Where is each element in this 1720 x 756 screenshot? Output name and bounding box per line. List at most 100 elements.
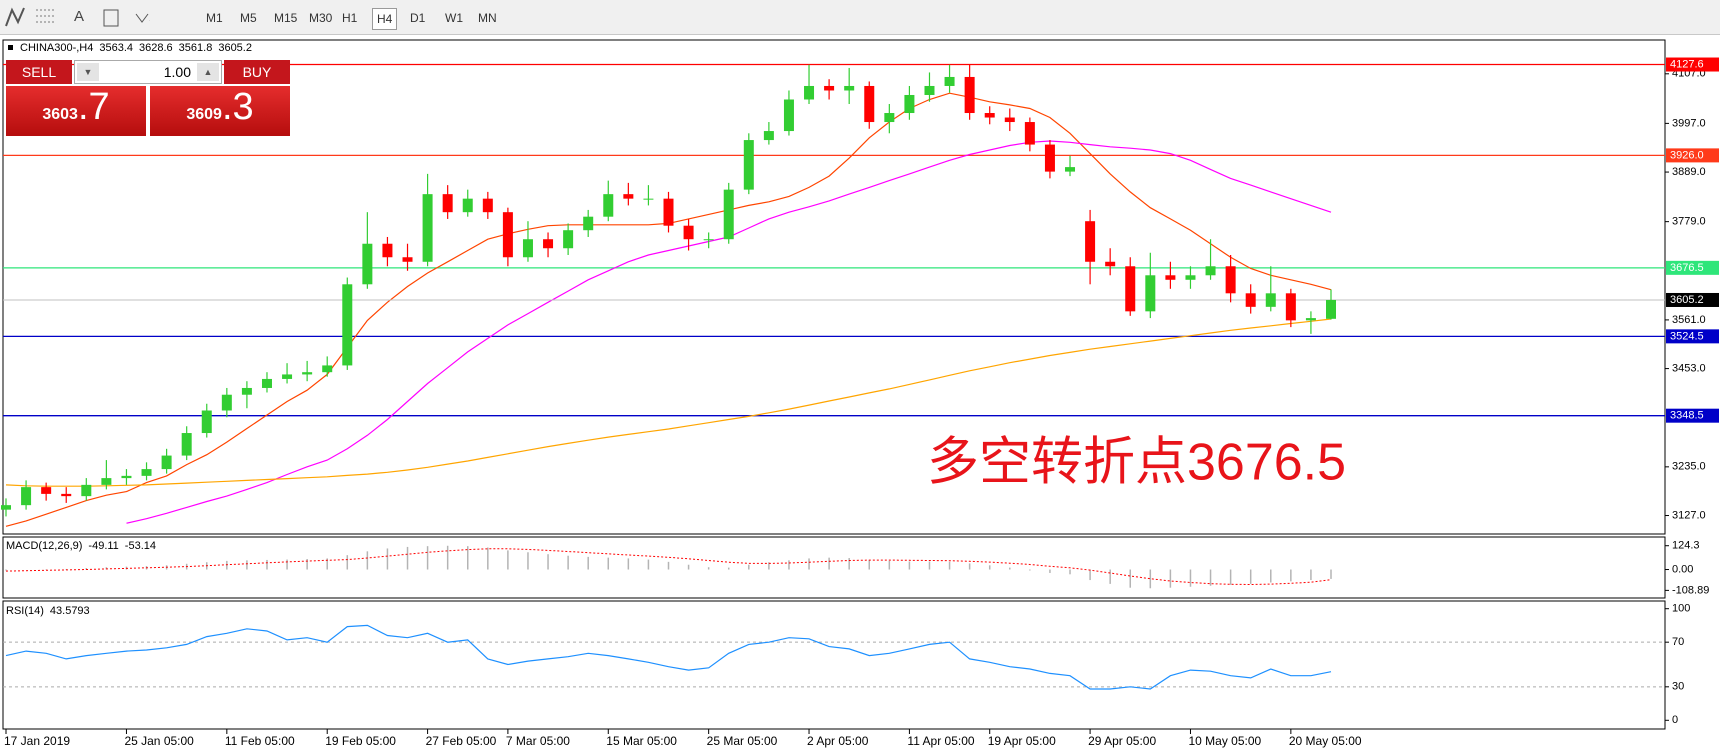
candle-body	[21, 487, 32, 506]
panel-header: CHINA300-,H4 3563.4 3628.6 3561.8 3605.2	[20, 42, 252, 54]
candle-body	[1245, 293, 1256, 307]
x-tick-label: 7 Mar 05:00	[506, 734, 570, 748]
candle-body	[844, 85, 855, 91]
y-tick-label: 3889.0	[1672, 166, 1706, 178]
candle-body	[783, 99, 794, 132]
candle-body	[1065, 167, 1076, 172]
level-label-bg	[1666, 408, 1719, 423]
candle-body	[302, 372, 313, 375]
candle-body	[703, 239, 714, 241]
level-label: 3676.5	[1670, 262, 1704, 274]
level-label-bg	[1666, 57, 1719, 72]
candle-body	[41, 487, 52, 494]
level-label-bg	[1666, 260, 1719, 275]
y-tick-label: 70	[1672, 636, 1684, 648]
candle-body	[1044, 144, 1055, 172]
candle-body	[502, 212, 513, 258]
rsi-line	[5, 624, 1332, 690]
sell-button[interactable]: SELL	[6, 60, 72, 84]
candle-body	[482, 198, 493, 213]
y-tick-label: 3779.0	[1672, 216, 1706, 228]
candle-body	[1024, 122, 1035, 145]
timeframe-button[interactable]: M5	[240, 11, 257, 25]
bid-label: 3605.2	[1670, 294, 1704, 306]
timeframe-button[interactable]: MN	[478, 11, 497, 25]
lots-value[interactable]: 1.00	[163, 64, 191, 80]
x-tick-label: 20 May 05:00	[1289, 734, 1362, 748]
candle-body	[1285, 293, 1296, 321]
candle-body	[221, 394, 232, 411]
y-tick-label: -108.89	[1672, 584, 1709, 596]
x-tick-label: 15 Mar 05:00	[606, 734, 677, 748]
candle-body	[1326, 299, 1336, 319]
header-item: MACD(12,26,9)	[6, 540, 82, 552]
bid-price[interactable]: 3603.7	[6, 86, 146, 136]
candle-body	[201, 410, 212, 434]
candle-body	[1125, 266, 1136, 312]
header-item: CHINA300-,H4	[20, 42, 93, 54]
candle-body	[583, 216, 594, 231]
y-tick-label: 124.3	[1672, 540, 1700, 552]
lots-down[interactable]: ▼	[77, 63, 99, 81]
buy-button[interactable]: BUY	[224, 60, 290, 84]
y-tick-label: 3127.0	[1672, 509, 1706, 521]
lots-field[interactable]: ▼ 1.00 ▲	[74, 60, 222, 84]
candle-body	[1165, 275, 1176, 280]
ask-price[interactable]: 3609.3	[150, 86, 290, 136]
bid-main: 3603	[42, 106, 78, 123]
level-label: 3524.5	[1670, 330, 1704, 342]
candle-body	[1225, 266, 1236, 294]
candle-body	[623, 194, 634, 199]
timeframe-button[interactable]: M15	[274, 11, 298, 25]
candle-body	[362, 243, 373, 285]
timeframe-button[interactable]: D1	[410, 11, 426, 25]
text-tool[interactable]: A	[74, 8, 85, 25]
candle-body	[1105, 261, 1116, 267]
y-tick-label: 3997.0	[1672, 117, 1706, 129]
x-tick-label: 10 May 05:00	[1188, 734, 1261, 748]
level-label: 3348.5	[1670, 410, 1704, 422]
level-label-bg	[1666, 148, 1719, 163]
timeframe-button[interactable]: H4	[372, 8, 398, 30]
y-tick-label: 3561.0	[1672, 314, 1706, 326]
candle-body	[282, 374, 293, 379]
level-label-bg	[1666, 329, 1719, 344]
header-item: RSI(14)	[6, 605, 44, 617]
candle-body	[743, 140, 754, 190]
y-tick-label: 100	[1672, 603, 1690, 615]
lots-up[interactable]: ▲	[197, 63, 219, 81]
timeframe-button[interactable]: M30	[309, 11, 333, 25]
candle-body	[984, 113, 995, 118]
x-tick-label: 29 Apr 05:00	[1088, 734, 1156, 748]
candle-body	[944, 76, 955, 86]
y-tick-label: 3235.0	[1672, 461, 1706, 473]
y-tick-label: 3453.0	[1672, 362, 1706, 374]
candle-body	[603, 194, 614, 217]
header-item: -53.14	[125, 540, 156, 552]
candle-body	[382, 243, 393, 258]
x-tick-label: 25 Jan 05:00	[124, 734, 194, 748]
header-item: -49.11	[88, 540, 118, 552]
candle-body	[181, 433, 192, 456]
candle-body	[904, 94, 915, 114]
candle-body	[161, 455, 172, 470]
timeframe-button[interactable]: M1	[206, 11, 223, 25]
candle-body	[1305, 318, 1316, 321]
candle-body	[804, 85, 815, 100]
candle-body	[884, 113, 895, 123]
x-tick-label: 27 Feb 05:00	[426, 734, 497, 748]
candle-body	[81, 484, 92, 497]
candle-body	[643, 198, 654, 200]
level-label: 4127.6	[1670, 58, 1704, 70]
candle-body	[1185, 275, 1196, 280]
y-tick-label: 0.00	[1672, 563, 1693, 575]
candle-body	[342, 284, 353, 366]
header-item: 3563.4	[99, 42, 133, 54]
x-tick-label: 25 Mar 05:00	[707, 734, 778, 748]
timeframe-button[interactable]: H1	[342, 11, 358, 25]
candle-body	[101, 478, 112, 485]
panel-header: RSI(14) 43.5793	[6, 605, 90, 617]
timeframe-button[interactable]: W1	[445, 11, 463, 25]
candle-body	[402, 257, 413, 262]
